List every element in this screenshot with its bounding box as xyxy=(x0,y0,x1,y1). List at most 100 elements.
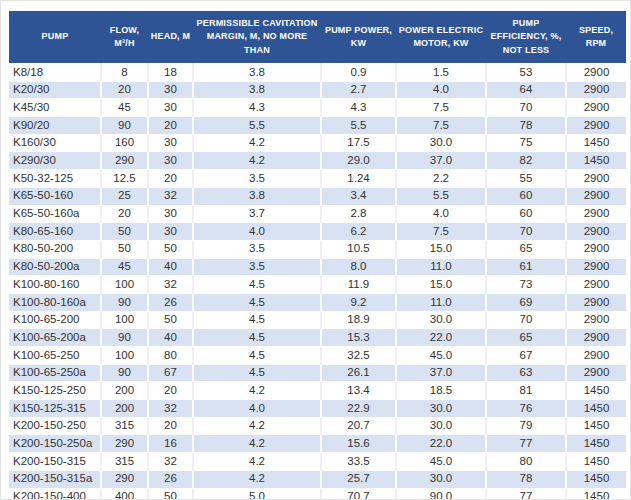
cell-speed: 2900 xyxy=(566,293,626,311)
cell-cavitation: 5.5 xyxy=(193,117,321,135)
table-row: K150-125-250200204.213.418.5811450 xyxy=(9,382,626,400)
cell-efficiency: 70 xyxy=(486,99,566,117)
cell-cavitation: 3.8 xyxy=(193,64,321,82)
cell-pump: K100-80-160a xyxy=(9,293,101,311)
cell-pump: K150-125-315 xyxy=(9,400,101,418)
table-row: K200-150-315a290264.225.730.0781450 xyxy=(9,470,626,488)
cell-head: 30 xyxy=(148,134,193,152)
table-row: K200-150-250a290164.215.622.0771450 xyxy=(9,435,626,453)
cell-head: 16 xyxy=(148,435,193,453)
cell-head: 40 xyxy=(148,258,193,276)
cell-speed: 1450 xyxy=(566,152,626,170)
cell-speed: 2900 xyxy=(566,81,626,99)
column-header-efficiency: PUMP EFFICIENCY, %, NOT LESS xyxy=(486,11,566,64)
cell-head: 30 xyxy=(148,205,193,223)
cell-motor_power: 90.0 xyxy=(396,488,486,500)
cell-head: 18 xyxy=(148,64,193,82)
cell-pump_power: 9.2 xyxy=(321,293,396,311)
cell-efficiency: 61 xyxy=(486,258,566,276)
cell-flow: 90 xyxy=(101,364,148,382)
cell-cavitation: 4.5 xyxy=(193,364,321,382)
cell-pump_power: 15.6 xyxy=(321,435,396,453)
cell-head: 20 xyxy=(148,170,193,188)
cell-pump_power: 8.0 xyxy=(321,258,396,276)
cell-pump_power: 32.5 xyxy=(321,347,396,365)
cell-head: 20 xyxy=(148,117,193,135)
cell-flow: 20 xyxy=(101,205,148,223)
cell-pump_power: 29.0 xyxy=(321,152,396,170)
cell-pump_power: 11.9 xyxy=(321,276,396,294)
cell-efficiency: 81 xyxy=(486,382,566,400)
cell-flow: 90 xyxy=(101,329,148,347)
table-header: PUMPFLOW, M³/HHEAD, MPERMISSIBLE CAVITAT… xyxy=(9,11,626,64)
cell-cavitation: 4.2 xyxy=(193,453,321,471)
column-header-cavitation: PERMISSIBLE CAVITATION MARGIN, M, NO MOR… xyxy=(193,11,321,64)
column-header-head: HEAD, M xyxy=(148,11,193,64)
column-header-flow: FLOW, M³/H xyxy=(101,11,148,64)
header-row: PUMPFLOW, M³/HHEAD, MPERMISSIBLE CAVITAT… xyxy=(9,11,626,64)
cell-cavitation: 4.5 xyxy=(193,347,321,365)
cell-cavitation: 3.5 xyxy=(193,240,321,258)
cell-motor_power: 5.5 xyxy=(396,187,486,205)
cell-flow: 315 xyxy=(101,417,148,435)
cell-pump_power: 70.7 xyxy=(321,488,396,500)
cell-head: 50 xyxy=(148,488,193,500)
cell-motor_power: 7.5 xyxy=(396,99,486,117)
cell-efficiency: 65 xyxy=(486,329,566,347)
cell-efficiency: 69 xyxy=(486,293,566,311)
cell-flow: 200 xyxy=(101,400,148,418)
cell-speed: 2900 xyxy=(566,64,626,82)
cell-pump: K80-50-200 xyxy=(9,240,101,258)
cell-pump_power: 22.9 xyxy=(321,400,396,418)
cell-flow: 200 xyxy=(101,382,148,400)
cell-flow: 290 xyxy=(101,152,148,170)
cell-pump: K20/30 xyxy=(9,81,101,99)
table-row: K200-150-400400505.070.790.0771450 xyxy=(9,488,626,500)
table-row: K150-125-315200324.022.930.0761450 xyxy=(9,400,626,418)
table-row: K90/2090205.55.57.5782900 xyxy=(9,117,626,135)
table-row: K80-65-16050304.06.27.5702900 xyxy=(9,223,626,241)
cell-speed: 2900 xyxy=(566,364,626,382)
cell-motor_power: 15.0 xyxy=(396,240,486,258)
cell-pump_power: 15.3 xyxy=(321,329,396,347)
pump-specifications-table: PUMPFLOW, M³/HHEAD, MPERMISSIBLE CAVITAT… xyxy=(9,11,626,500)
cell-pump: K160/30 xyxy=(9,134,101,152)
cell-flow: 90 xyxy=(101,293,148,311)
column-header-motor_power: POWER ELECTRIC MOTOR, KW xyxy=(396,11,486,64)
cell-head: 50 xyxy=(148,240,193,258)
cell-flow: 400 xyxy=(101,488,148,500)
cell-efficiency: 70 xyxy=(486,311,566,329)
cell-flow: 90 xyxy=(101,117,148,135)
cell-cavitation: 3.7 xyxy=(193,205,321,223)
cell-pump: K65-50-160a xyxy=(9,205,101,223)
cell-motor_power: 22.0 xyxy=(396,329,486,347)
cell-speed: 2900 xyxy=(566,347,626,365)
cell-speed: 1450 xyxy=(566,134,626,152)
cell-efficiency: 67 xyxy=(486,347,566,365)
table-row: K80-50-20050503.510.515.0652900 xyxy=(9,240,626,258)
cell-flow: 50 xyxy=(101,240,148,258)
cell-speed: 2900 xyxy=(566,311,626,329)
cell-flow: 45 xyxy=(101,258,148,276)
cell-pump: K65-50-160 xyxy=(9,187,101,205)
cell-flow: 45 xyxy=(101,99,148,117)
cell-pump: K50-32-125 xyxy=(9,170,101,188)
cell-motor_power: 45.0 xyxy=(396,453,486,471)
cell-speed: 1450 xyxy=(566,417,626,435)
cell-efficiency: 55 xyxy=(486,170,566,188)
cell-head: 20 xyxy=(148,382,193,400)
cell-head: 80 xyxy=(148,347,193,365)
cell-flow: 8 xyxy=(101,64,148,82)
cell-pump_power: 18.9 xyxy=(321,311,396,329)
cell-efficiency: 78 xyxy=(486,117,566,135)
cell-flow: 100 xyxy=(101,347,148,365)
cell-cavitation: 4.2 xyxy=(193,470,321,488)
cell-pump: K80-65-160 xyxy=(9,223,101,241)
cell-flow: 160 xyxy=(101,134,148,152)
cell-pump: K8/18 xyxy=(9,64,101,82)
cell-head: 32 xyxy=(148,453,193,471)
table-row: K45/3045304.34.37.5702900 xyxy=(9,99,626,117)
cell-motor_power: 7.5 xyxy=(396,223,486,241)
cell-motor_power: 37.0 xyxy=(396,364,486,382)
cell-cavitation: 3.8 xyxy=(193,81,321,99)
